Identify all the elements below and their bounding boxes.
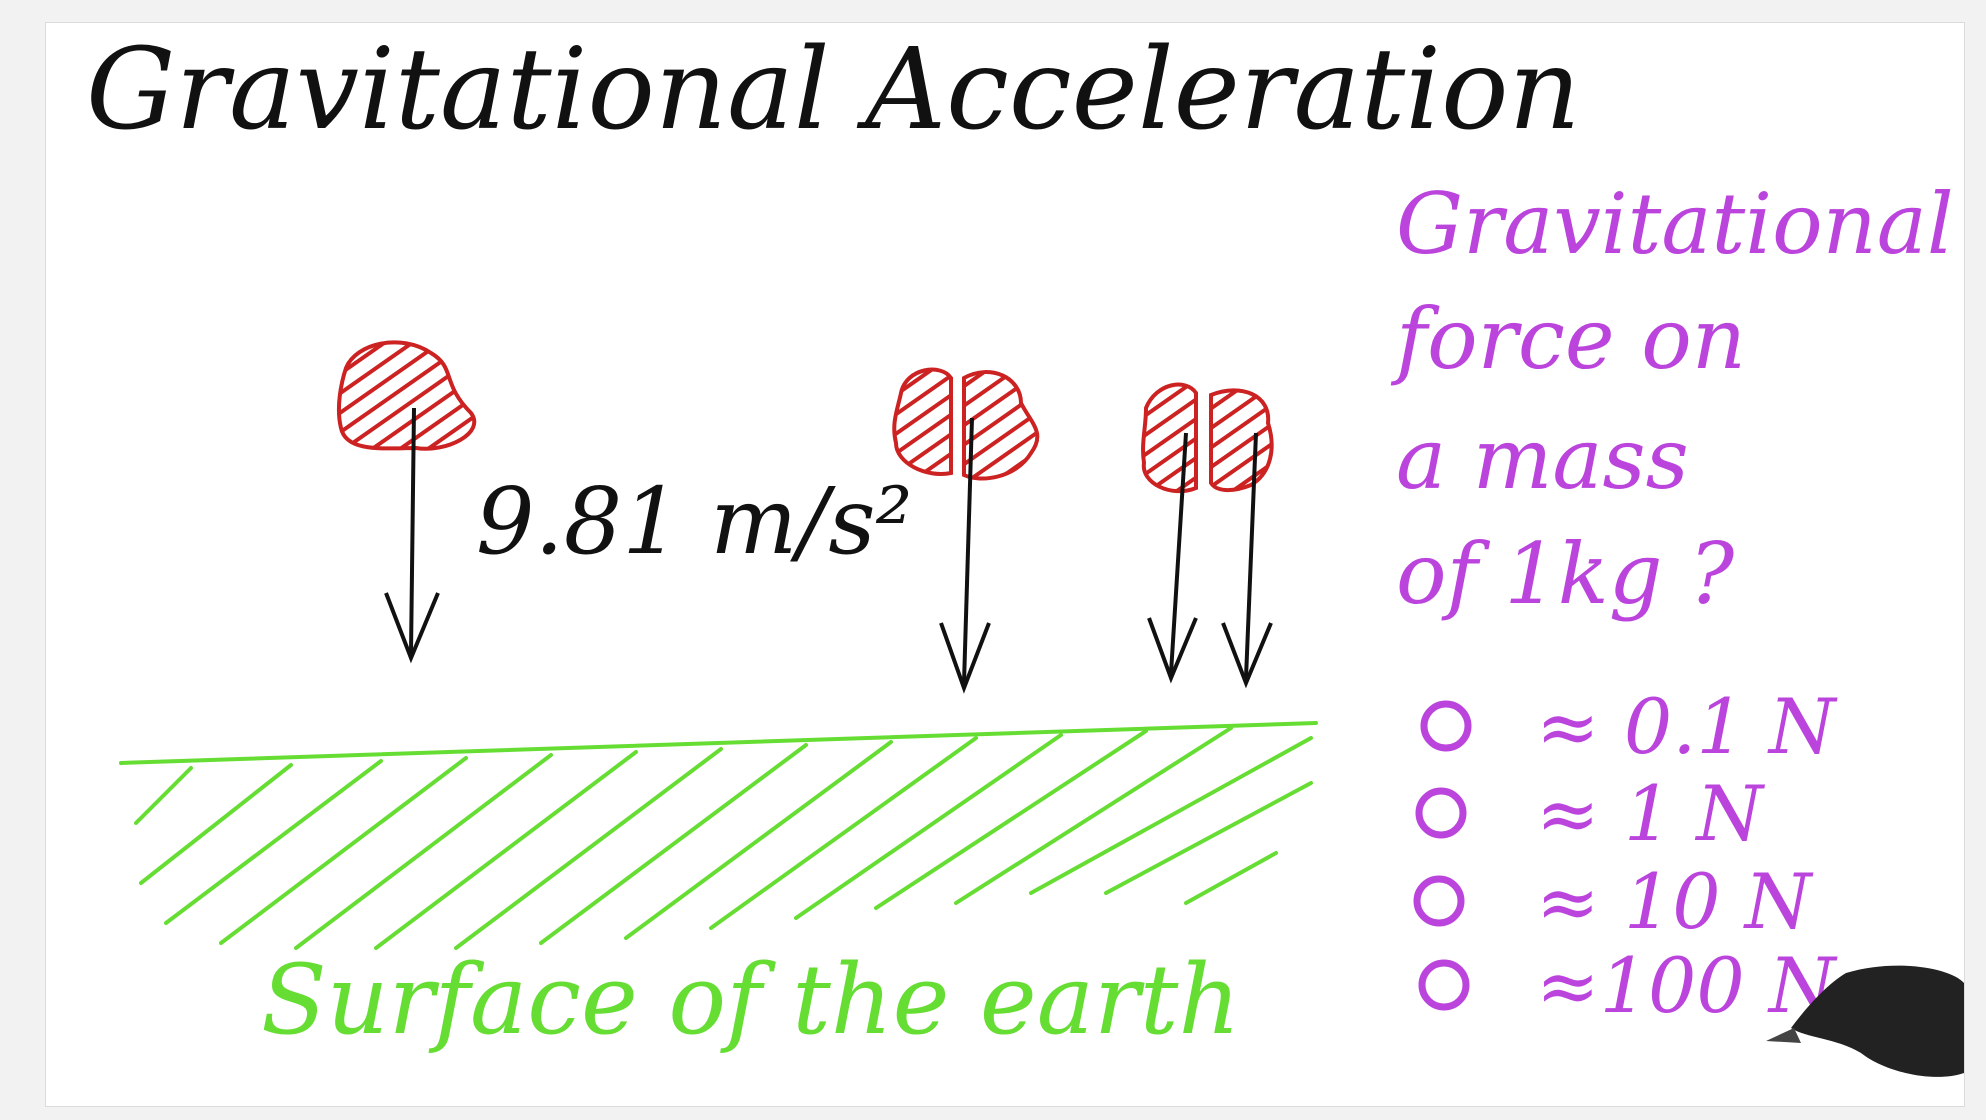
whiteboard: Gravitational Acceleration 9.81 m/s² bbox=[45, 22, 1965, 1107]
option-1[interactable]: ≈ 0.1 N bbox=[1420, 682, 1838, 771]
force-arrow-head bbox=[1147, 617, 1198, 684]
ground-hatch bbox=[139, 763, 293, 885]
option-3[interactable]: ≈ 10 N bbox=[1413, 857, 1814, 946]
force-arrow-head bbox=[384, 592, 440, 664]
ground-hatch bbox=[539, 743, 808, 945]
ground bbox=[119, 721, 1318, 950]
force-arrow-head bbox=[939, 622, 991, 694]
ground-hatch bbox=[164, 759, 383, 925]
title: Gravitational Acceleration bbox=[86, 25, 1581, 155]
force-arrow-shaft bbox=[409, 407, 416, 654]
mass-half-right bbox=[1209, 388, 1274, 492]
mass-1 bbox=[336, 340, 477, 664]
question-line-2: force on bbox=[1390, 290, 1746, 388]
mass-blob bbox=[336, 340, 477, 451]
ground-hatch bbox=[134, 766, 193, 825]
ground-hatch bbox=[454, 747, 723, 950]
mass-half-left bbox=[892, 367, 953, 476]
force-arrow-shaft bbox=[1244, 432, 1258, 679]
ground-hatch bbox=[794, 733, 1063, 920]
answer-options: ≈ 0.1 N ≈ 1 N ≈ 10 N ≈100 N bbox=[1413, 682, 1838, 1030]
mass-half-right bbox=[962, 370, 1040, 481]
ground-hatch bbox=[294, 753, 553, 950]
radio-button[interactable] bbox=[1420, 700, 1472, 752]
force-arrow-shaft bbox=[962, 417, 974, 684]
diagram-canvas: Gravitational Acceleration 9.81 m/s² bbox=[86, 25, 1964, 1077]
ground-hatch bbox=[219, 756, 468, 945]
question: Gravitational force on a mass of 1kg ? bbox=[1390, 175, 1954, 623]
radio-button[interactable] bbox=[1415, 787, 1467, 839]
option-4[interactable]: ≈100 N bbox=[1418, 941, 1838, 1030]
option-label: ≈100 N bbox=[1536, 941, 1838, 1030]
ground-line bbox=[119, 721, 1318, 765]
radio-button[interactable] bbox=[1418, 959, 1470, 1011]
force-arrow-shaft bbox=[1169, 432, 1188, 674]
question-line-4: of 1kg ? bbox=[1396, 525, 1735, 623]
question-line-3: a mass bbox=[1396, 410, 1689, 508]
acceleration-label: 9.81 m/s² bbox=[476, 468, 912, 575]
option-label: ≈ 0.1 N bbox=[1536, 682, 1838, 771]
mass-3 bbox=[1141, 382, 1274, 689]
ground-hatch bbox=[624, 740, 893, 940]
mass-half-left bbox=[1141, 382, 1198, 494]
ground-hatch bbox=[709, 736, 978, 930]
ground-hatch bbox=[874, 729, 1148, 910]
ground-hatch bbox=[1104, 781, 1313, 895]
ground-hatch bbox=[954, 726, 1233, 905]
pen-icon bbox=[1766, 965, 1964, 1077]
ground-label: Surface of the earth bbox=[261, 944, 1240, 1056]
mass-2 bbox=[892, 367, 1040, 694]
option-2[interactable]: ≈ 1 N bbox=[1415, 769, 1765, 858]
ground-hatch bbox=[374, 750, 638, 950]
force-arrow-head bbox=[1221, 622, 1273, 689]
option-label: ≈ 10 N bbox=[1536, 857, 1814, 946]
option-label: ≈ 1 N bbox=[1536, 769, 1765, 858]
radio-button[interactable] bbox=[1413, 875, 1465, 927]
ground-hatch bbox=[1029, 736, 1313, 895]
ground-hatch bbox=[1184, 851, 1278, 905]
question-line-1: Gravitational bbox=[1396, 175, 1954, 273]
